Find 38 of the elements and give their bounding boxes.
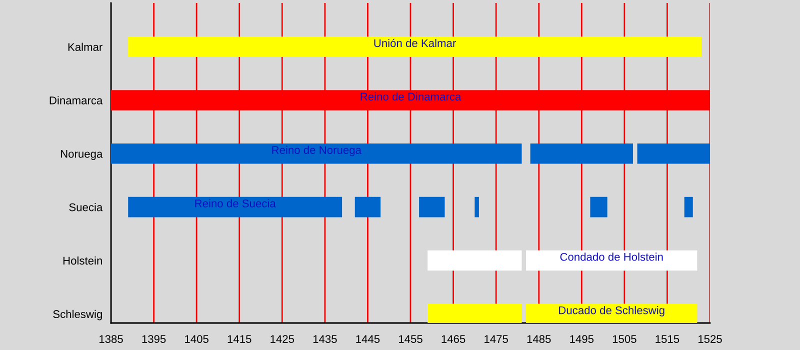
bar <box>590 196 608 218</box>
x-tick-label: 1425 <box>270 335 294 343</box>
y-tick-label: Noruega <box>60 150 103 160</box>
data-label: Reino de Dinamarca <box>360 92 462 101</box>
x-tick-label: 1405 <box>185 335 208 343</box>
x-tick-label: 1515 <box>656 335 680 343</box>
x-tick-label: 1415 <box>228 335 252 343</box>
bar <box>637 144 710 164</box>
bar <box>354 196 381 218</box>
x-tick-label: 1495 <box>570 335 594 343</box>
bar <box>419 196 445 218</box>
bar <box>526 250 698 271</box>
bar <box>428 304 522 323</box>
x-tick-label: 1465 <box>442 335 466 343</box>
bar <box>684 196 693 218</box>
bar <box>530 144 633 164</box>
y-tick-label: Dinamarca <box>50 96 103 104</box>
data-label: Reino de Noruega <box>272 146 362 156</box>
bar <box>428 250 522 271</box>
x-tick-label: 1475 <box>484 335 508 343</box>
data-label: Ducado de Schleswig <box>559 306 664 316</box>
x-tick-label: 1455 <box>398 335 422 343</box>
y-tick-label: Kalmar <box>68 42 102 51</box>
x-tick-label: 1505 <box>612 335 636 343</box>
data-label: Unión de Kalmar <box>374 38 456 48</box>
bar <box>128 36 702 57</box>
y-tick-label: Suecia <box>69 203 103 212</box>
y-tick-label: Holstein <box>63 256 102 265</box>
x-tick-label: 1525 <box>698 335 722 343</box>
data-label: Reino de Suecia <box>195 199 276 208</box>
x-tick-label: 1485 <box>527 335 551 343</box>
data-label: Condado de Holstein <box>560 252 663 261</box>
bar <box>474 196 479 218</box>
x-tick-label: 1435 <box>313 335 337 343</box>
x-tick-label: 1385 <box>99 335 123 343</box>
y-tick-label: Schleswig <box>53 310 102 320</box>
x-tick-label: 1445 <box>356 335 380 343</box>
x-tick-label: 1395 <box>142 335 166 343</box>
